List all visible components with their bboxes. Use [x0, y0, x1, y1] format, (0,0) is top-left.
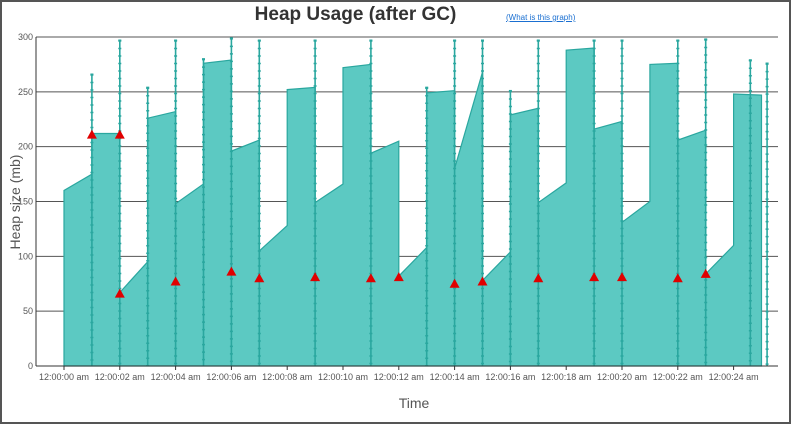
gc-event-marker	[254, 273, 265, 283]
x-tick-label: 12:00:20 am	[597, 372, 647, 382]
x-tick-label: 12:00:10 am	[318, 372, 368, 382]
y-tick-label: 50	[23, 306, 33, 316]
x-tick-label: 12:00:08 am	[262, 372, 312, 382]
axes	[35, 37, 778, 367]
y-tick-label: 100	[18, 251, 33, 261]
x-tick-label: 12:00:12 am	[374, 372, 424, 382]
gc-event-markers	[86, 129, 711, 298]
y-tick-label: 0	[28, 361, 33, 371]
gc-event-marker	[589, 272, 600, 282]
y-tick-label: 200	[18, 142, 33, 152]
y-tick-labels: 0 50 100 150 200 250 300	[18, 32, 33, 371]
heap-area	[63, 47, 763, 367]
y-tick-label: 250	[18, 87, 33, 97]
gc-event-marker	[310, 272, 321, 282]
x-tick-label: 12:00:16 am	[485, 372, 535, 382]
area-series	[63, 47, 763, 367]
gc-event-marker	[700, 268, 711, 278]
chart-title: Heap Usage (after GC)	[254, 4, 457, 25]
chart-title-row: Heap Usage (after GC)	[0, 4, 791, 26]
gc-event-marker	[86, 129, 97, 139]
x-tick-label: 12:00:18 am	[541, 372, 591, 382]
gc-event-marker	[114, 288, 125, 298]
gc-event-marker	[672, 273, 683, 283]
gc-event-marker	[170, 276, 181, 286]
gc-event-marker	[449, 278, 460, 288]
gc-event-marker	[365, 273, 376, 283]
gc-event-marker	[226, 266, 237, 276]
x-axis-title: Time	[399, 395, 430, 411]
gc-event-marker	[393, 272, 404, 282]
x-tick-label: 12:00:14 am	[430, 372, 480, 382]
what-is-this-graph-link[interactable]: (What is this graph)	[506, 13, 576, 22]
x-tick-label: 12:00:24 am	[709, 372, 759, 382]
y-tick-label: 300	[18, 32, 33, 42]
x-tick-label: 12:00:22 am	[653, 372, 703, 382]
x-tick-label: 12:00:00 am	[39, 372, 89, 382]
x-tick-label: 12:00:06 am	[206, 372, 256, 382]
x-tick-label: 12:00:04 am	[151, 372, 201, 382]
y-axis-title: Heap size (mb)	[7, 155, 23, 250]
gc-event-marker	[477, 276, 488, 286]
gc-event-marker	[114, 129, 125, 139]
gc-event-marker	[533, 273, 544, 283]
gc-event-marker	[617, 272, 627, 282]
x-tick-label: 12:00:02 am	[95, 372, 145, 382]
y-tick-label: 150	[18, 197, 33, 207]
x-tick-labels: 12:00:00 am 12:00:02 am 12:00:04 am 12:00:0…	[39, 366, 759, 382]
spike-series	[90, 37, 769, 366]
